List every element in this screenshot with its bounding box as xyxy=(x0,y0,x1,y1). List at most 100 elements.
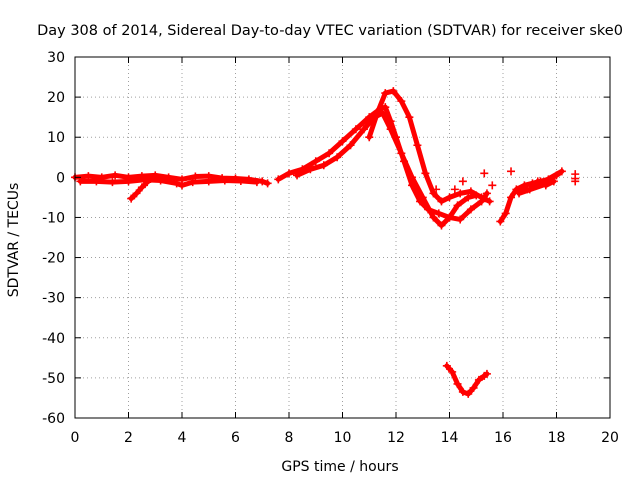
data-point xyxy=(124,177,133,186)
series-trail xyxy=(77,177,260,188)
data-point xyxy=(437,221,446,230)
data-point xyxy=(191,172,200,181)
data-point xyxy=(111,171,120,180)
data-point xyxy=(137,183,146,192)
data-point xyxy=(464,389,473,398)
data-point xyxy=(258,177,267,186)
y-tick-label: 30 xyxy=(47,50,65,66)
data-point xyxy=(408,173,417,182)
data-point xyxy=(442,361,451,370)
data-point xyxy=(220,176,229,185)
data-point xyxy=(456,189,465,198)
data-point xyxy=(421,169,430,178)
y-tick-label: 20 xyxy=(47,90,65,106)
y-tick-label: 0 xyxy=(56,170,65,186)
series-trail xyxy=(294,110,479,228)
data-point xyxy=(507,193,516,202)
data-point xyxy=(432,185,441,194)
data-point xyxy=(397,97,406,106)
data-point xyxy=(515,189,524,198)
data-point xyxy=(571,170,580,179)
data-point xyxy=(477,193,486,202)
series-trail xyxy=(497,168,565,224)
data-point xyxy=(445,213,454,222)
data-point xyxy=(405,113,414,122)
data-point xyxy=(285,169,293,178)
data-point xyxy=(325,149,334,158)
y-axis-label: SDTVAR / TECUs xyxy=(6,183,22,298)
data-point xyxy=(338,137,347,146)
x-tick-label: 14 xyxy=(441,430,459,446)
data-point xyxy=(365,133,374,142)
data-point xyxy=(544,175,553,184)
chart-title: Day 308 of 2014, Sidereal Day-to-day VTE… xyxy=(37,23,623,39)
data-point xyxy=(84,172,93,181)
grid xyxy=(75,57,610,418)
data-point xyxy=(429,213,438,222)
data-point xyxy=(450,185,459,194)
data-point xyxy=(541,181,550,190)
y-tick-label: -40 xyxy=(42,331,65,347)
data-point xyxy=(306,165,315,174)
data-point xyxy=(528,179,537,188)
x-tick-label: 4 xyxy=(178,430,187,446)
x-tick-label: 18 xyxy=(548,430,566,446)
data-points xyxy=(71,87,580,398)
data-point xyxy=(512,185,521,194)
y-tick-label: -30 xyxy=(42,291,65,307)
x-tick-label: 12 xyxy=(387,430,405,446)
data-point xyxy=(466,187,475,196)
series-track-j-scatter xyxy=(432,167,516,194)
data-point xyxy=(507,167,516,176)
x-tick-label: 0 xyxy=(71,430,80,446)
data-point xyxy=(501,209,510,218)
data-point xyxy=(445,193,454,202)
data-point xyxy=(274,175,283,184)
series-track-g-late xyxy=(496,167,566,226)
data-point xyxy=(552,171,561,180)
data-point xyxy=(397,149,406,158)
data-point xyxy=(252,178,261,187)
x-tick-label: 8 xyxy=(285,430,294,446)
data-point xyxy=(557,167,566,176)
data-point xyxy=(413,141,422,150)
y-tick-label: -10 xyxy=(42,210,65,226)
x-ticks: 0 2 4 6 8 10 12 14 16 18 20 xyxy=(71,57,619,446)
data-point xyxy=(172,179,181,188)
data-point xyxy=(458,387,467,396)
data-point xyxy=(480,169,489,178)
data-point xyxy=(466,205,475,214)
y-tick-label: -50 xyxy=(42,371,65,387)
data-point xyxy=(453,201,462,210)
data-point xyxy=(434,209,443,218)
series-track-e-rise xyxy=(293,109,481,230)
series-track-c-dip xyxy=(127,174,157,203)
data-point xyxy=(263,179,272,188)
data-point xyxy=(132,189,141,198)
data-point xyxy=(148,174,157,183)
data-point xyxy=(188,178,197,187)
data-point xyxy=(333,153,342,162)
y-ticks: -60 -50 -40 -30 -20 -10 0 10 20 30 xyxy=(42,50,610,427)
x-tick-label: 6 xyxy=(231,430,240,446)
data-point xyxy=(474,375,483,384)
data-point xyxy=(496,217,505,226)
data-point xyxy=(92,177,101,186)
series-trail xyxy=(275,104,490,222)
data-point xyxy=(482,369,491,378)
data-point xyxy=(381,103,390,112)
data-point xyxy=(456,215,465,224)
x-tick-label: 16 xyxy=(494,430,512,446)
data-point xyxy=(485,197,494,206)
y-tick-label: -20 xyxy=(42,251,65,267)
data-point xyxy=(464,193,473,202)
data-point xyxy=(482,189,491,198)
data-point xyxy=(156,176,165,185)
x-axis-label: GPS time / hours xyxy=(281,459,398,475)
data-point xyxy=(389,87,398,96)
data-point xyxy=(533,177,542,186)
series-track-i-low xyxy=(442,361,491,398)
series-track-b-flat xyxy=(76,175,261,190)
data-point xyxy=(359,125,368,134)
